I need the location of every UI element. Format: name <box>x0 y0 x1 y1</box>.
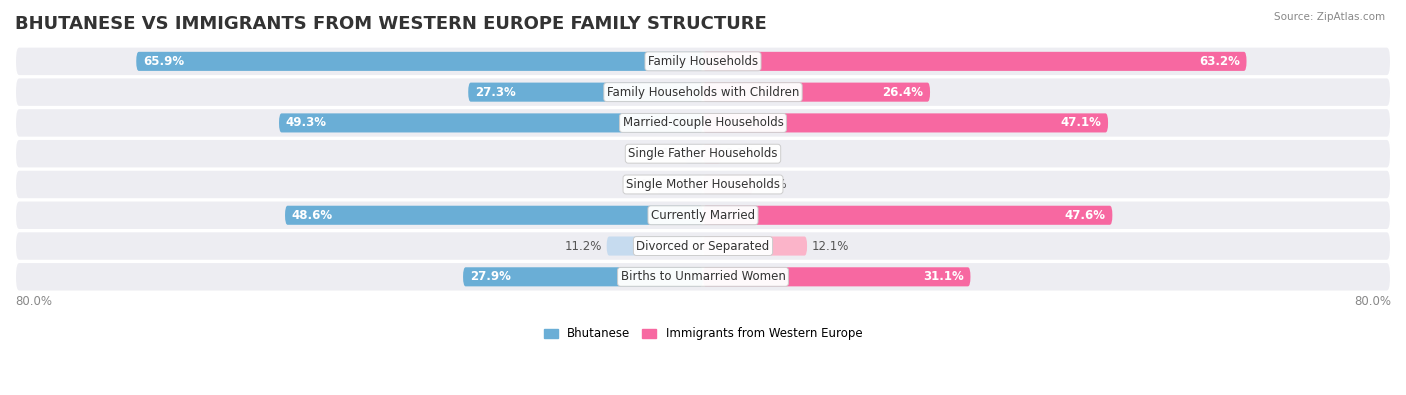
Text: Source: ZipAtlas.com: Source: ZipAtlas.com <box>1274 12 1385 22</box>
Legend: Bhutanese, Immigrants from Western Europe: Bhutanese, Immigrants from Western Europ… <box>538 322 868 345</box>
Text: Divorced or Separated: Divorced or Separated <box>637 239 769 252</box>
FancyBboxPatch shape <box>285 206 703 225</box>
FancyBboxPatch shape <box>703 206 1112 225</box>
Text: Family Households with Children: Family Households with Children <box>607 86 799 99</box>
FancyBboxPatch shape <box>15 108 1391 138</box>
Text: 2.1%: 2.1% <box>725 147 755 160</box>
FancyBboxPatch shape <box>703 83 929 102</box>
FancyBboxPatch shape <box>15 262 1391 292</box>
FancyBboxPatch shape <box>703 175 752 194</box>
Text: Married-couple Households: Married-couple Households <box>623 117 783 130</box>
FancyBboxPatch shape <box>15 77 1391 107</box>
Text: 27.3%: 27.3% <box>475 86 516 99</box>
FancyBboxPatch shape <box>468 83 703 102</box>
FancyBboxPatch shape <box>15 47 1391 76</box>
Text: 65.9%: 65.9% <box>143 55 184 68</box>
Text: 5.3%: 5.3% <box>623 178 654 191</box>
FancyBboxPatch shape <box>15 231 1391 261</box>
FancyBboxPatch shape <box>15 170 1391 199</box>
FancyBboxPatch shape <box>15 201 1391 230</box>
FancyBboxPatch shape <box>703 267 970 286</box>
Text: Births to Unmarried Women: Births to Unmarried Women <box>620 270 786 283</box>
Text: 47.1%: 47.1% <box>1060 117 1101 130</box>
Text: 11.2%: 11.2% <box>565 239 602 252</box>
FancyBboxPatch shape <box>703 113 1108 132</box>
Text: BHUTANESE VS IMMIGRANTS FROM WESTERN EUROPE FAMILY STRUCTURE: BHUTANESE VS IMMIGRANTS FROM WESTERN EUR… <box>15 15 766 33</box>
Text: 31.1%: 31.1% <box>922 270 963 283</box>
Text: 26.4%: 26.4% <box>882 86 924 99</box>
FancyBboxPatch shape <box>136 52 703 71</box>
Text: Family Households: Family Households <box>648 55 758 68</box>
Text: Currently Married: Currently Married <box>651 209 755 222</box>
Text: Single Father Households: Single Father Households <box>628 147 778 160</box>
FancyBboxPatch shape <box>278 113 703 132</box>
Text: 80.0%: 80.0% <box>1354 295 1391 308</box>
FancyBboxPatch shape <box>15 139 1391 169</box>
FancyBboxPatch shape <box>703 237 807 256</box>
FancyBboxPatch shape <box>685 144 703 163</box>
Text: 47.6%: 47.6% <box>1064 209 1105 222</box>
FancyBboxPatch shape <box>606 237 703 256</box>
Text: Single Mother Households: Single Mother Households <box>626 178 780 191</box>
Text: 5.8%: 5.8% <box>758 178 787 191</box>
FancyBboxPatch shape <box>703 144 721 163</box>
Text: 63.2%: 63.2% <box>1199 55 1240 68</box>
Text: 12.1%: 12.1% <box>811 239 849 252</box>
Text: 27.9%: 27.9% <box>470 270 510 283</box>
Text: 80.0%: 80.0% <box>15 295 52 308</box>
Text: 49.3%: 49.3% <box>285 117 328 130</box>
FancyBboxPatch shape <box>658 175 703 194</box>
FancyBboxPatch shape <box>463 267 703 286</box>
FancyBboxPatch shape <box>703 52 1247 71</box>
Text: 2.1%: 2.1% <box>651 147 681 160</box>
Text: 48.6%: 48.6% <box>292 209 333 222</box>
